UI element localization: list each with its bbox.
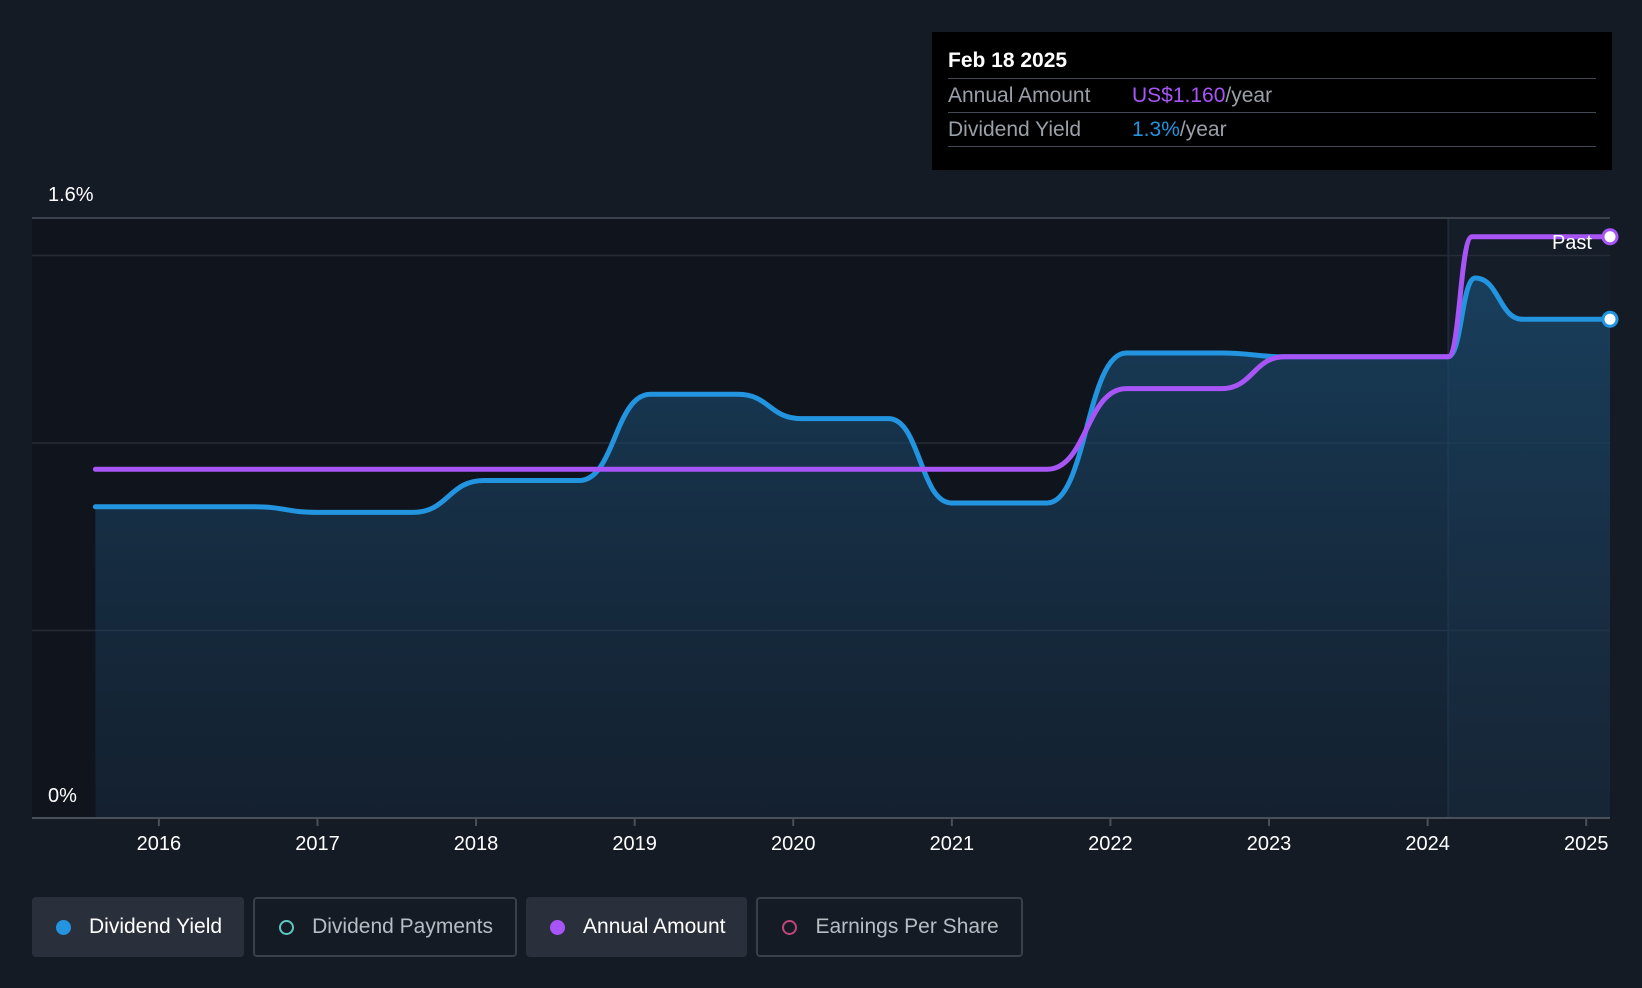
tooltip-annual-amount-row: Annual Amount US$1.160 /year (948, 79, 1596, 113)
tooltip-dividend-yield-value: 1.3% (1132, 118, 1180, 141)
legend-label: Annual Amount (583, 915, 726, 938)
x-tick-label: 2021 (930, 833, 975, 855)
legend-label: Dividend Yield (89, 915, 223, 938)
annual-amount-line (92, 234, 1613, 472)
tooltip-dividend-yield-row: Dividend Yield 1.3% /year (948, 113, 1596, 147)
dividend-payments-ring-icon (279, 919, 295, 935)
tooltip-date: Feb 18 2025 (948, 46, 1596, 79)
legend-label: Dividend Payments (312, 915, 494, 938)
dividend-yield-dot-icon (56, 919, 71, 935)
dividend-yield-end-marker (1601, 310, 1619, 328)
x-tick-label: 2023 (1247, 833, 1292, 855)
tooltip-annual-amount-label: Annual Amount (948, 84, 1091, 107)
tooltip-annual-amount-unit: /year (1225, 84, 1273, 107)
y-axis-bottom-label: 0% (48, 785, 77, 807)
x-tick-label: 2024 (1405, 833, 1450, 855)
tooltip-annual-amount-value: US$1.160 (1132, 84, 1226, 107)
x-tick-label: 2025 (1564, 833, 1609, 855)
x-tick-label: 2020 (771, 833, 816, 855)
y-axis-top-label: 1.6% (48, 184, 94, 206)
tooltip-dividend-yield-unit: /year (1179, 118, 1227, 141)
annual-amount-dot-icon (550, 919, 566, 935)
legend-label: Earnings Per Share (815, 915, 999, 938)
x-tick-label: 2016 (137, 833, 182, 855)
annual-amount-end-marker (1601, 228, 1619, 246)
legend-annual-amount[interactable]: Annual Amount (526, 897, 748, 957)
chart-legend: Dividend Yield Dividend Payments Annual … (32, 897, 1023, 957)
x-tick-label: 2017 (295, 833, 340, 855)
legend-dividend-payments[interactable]: Dividend Payments (253, 897, 518, 957)
x-axis-ticks: 2016 2017 2018 2019 2020 2021 2022 2023 2024 2025 (137, 818, 1609, 855)
hover-tooltip: Feb 18 2025 Annual Amount US$1.160 /year… (932, 32, 1612, 170)
x-tick-label: 2018 (454, 833, 499, 855)
x-tick-label: 2019 (612, 833, 657, 855)
legend-dividend-yield[interactable]: Dividend Yield (32, 897, 245, 957)
earnings-per-share-ring-icon (782, 919, 798, 935)
tooltip-dividend-yield-label: Dividend Yield (948, 118, 1082, 141)
legend-earnings-per-share[interactable]: Earnings Per Share (756, 897, 1023, 957)
past-label: Past (1552, 232, 1592, 254)
dividend-yield-area (95, 278, 1610, 818)
x-tick-label: 2022 (1088, 833, 1133, 855)
